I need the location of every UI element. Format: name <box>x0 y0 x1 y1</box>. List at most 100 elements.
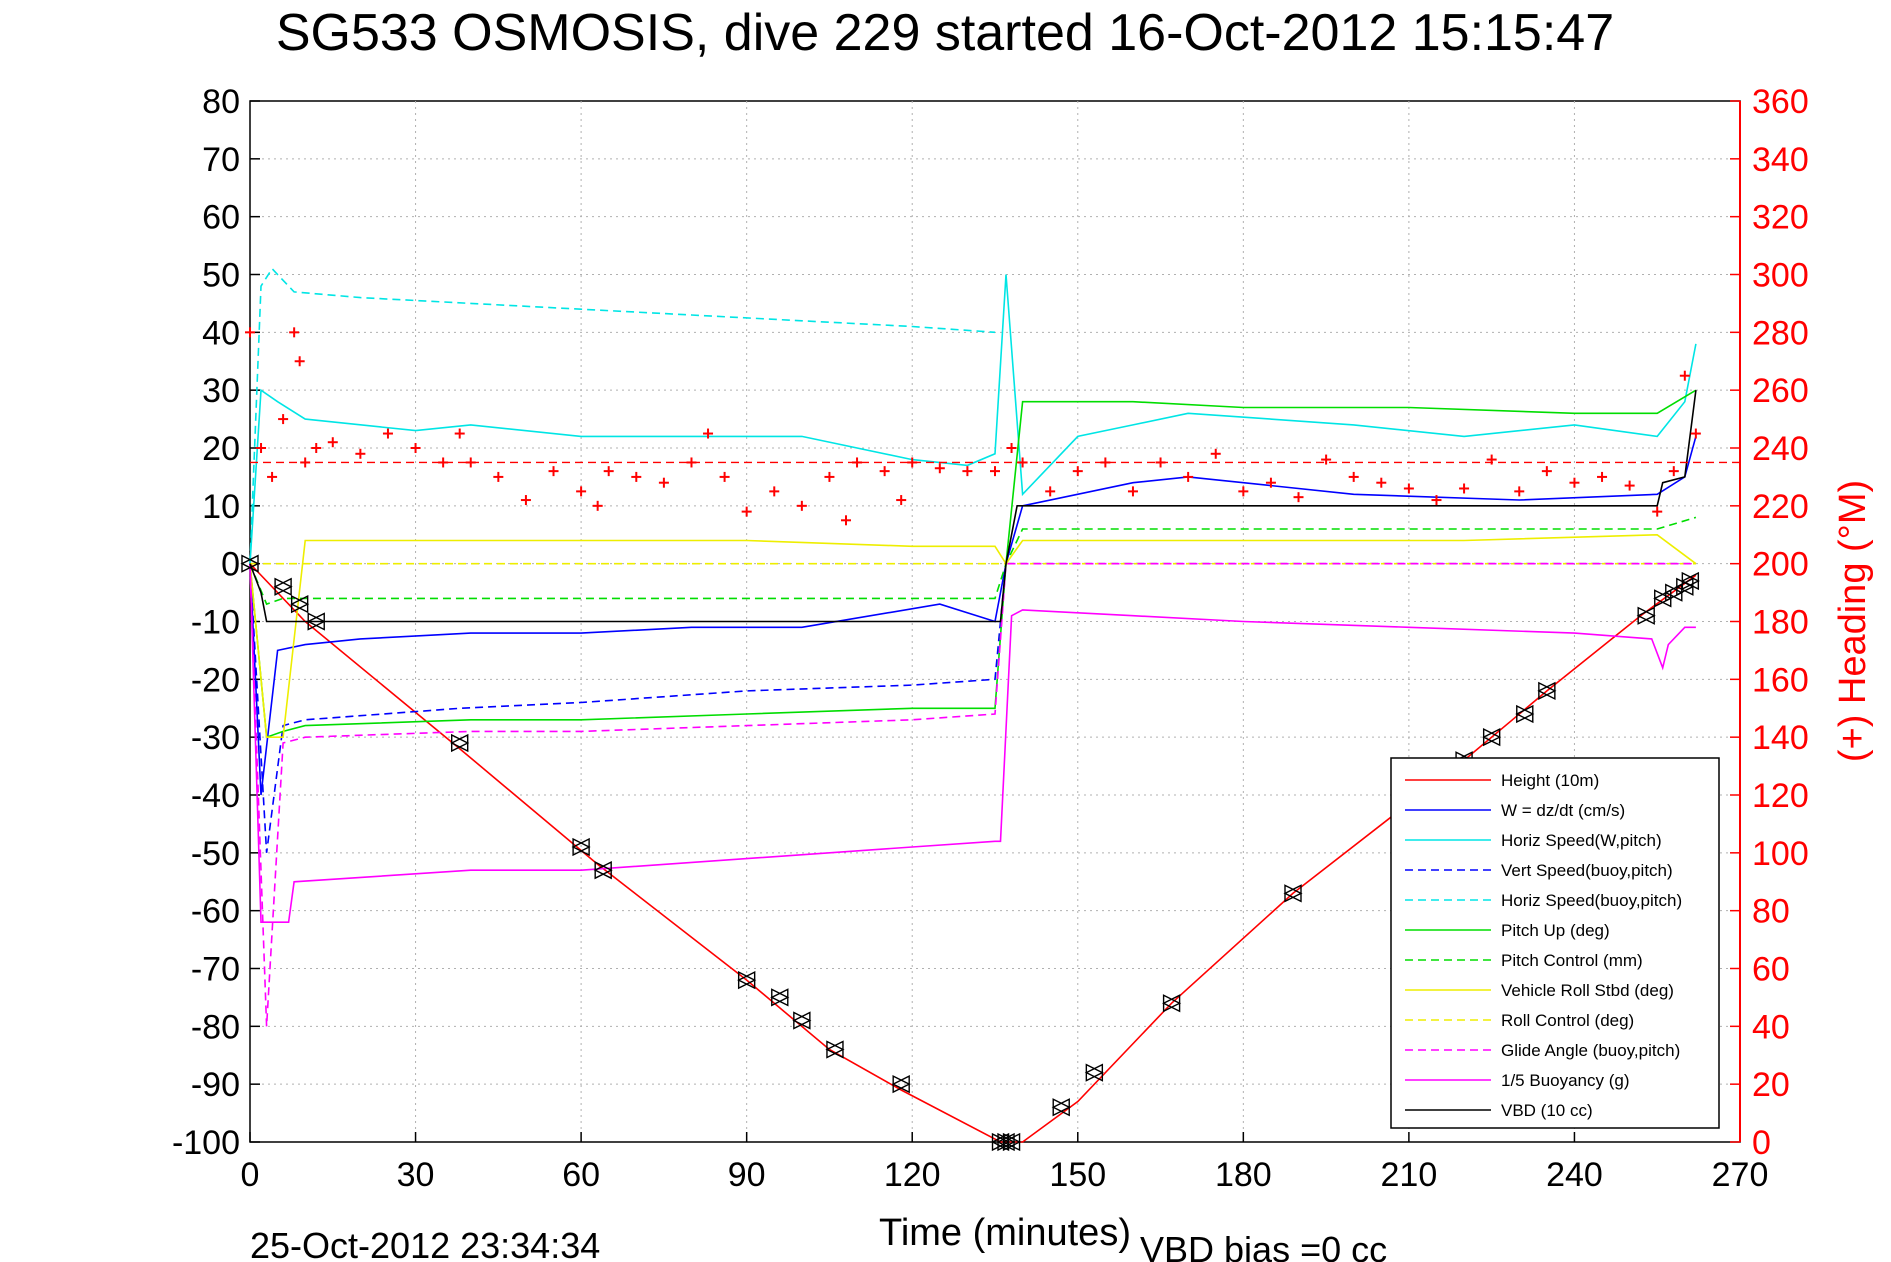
depth-markers <box>240 554 1700 1152</box>
heading-point <box>1045 486 1056 497</box>
y2-tick-label: 260 <box>1752 372 1809 410</box>
series-pitch-control-mm <box>249 516 1697 606</box>
legend-item: Pitch Control (mm) <box>1405 951 1643 970</box>
y-tick-label: 70 <box>202 141 240 179</box>
y-tick-label: -30 <box>191 719 240 757</box>
x-tick-label: 90 <box>728 1156 766 1194</box>
y2-tick-label: 180 <box>1752 604 1809 642</box>
y2-tick-label: 340 <box>1752 141 1809 179</box>
heading-point <box>355 448 366 459</box>
heading-point <box>1514 486 1525 497</box>
y-tick-label: -40 <box>191 777 240 815</box>
heading-point <box>294 356 305 367</box>
heading-point <box>1569 477 1580 488</box>
y-tick-label: 10 <box>202 488 240 526</box>
heading-point <box>300 457 311 468</box>
legend-label: Vehicle Roll Stbd (deg) <box>1501 981 1674 1000</box>
y2-tick-label: 80 <box>1752 893 1790 931</box>
y-tick-label: -50 <box>191 835 240 873</box>
depth-marker <box>1482 728 1502 747</box>
depth-marker <box>1162 994 1182 1013</box>
legend-label: W = dz/dt (cm/s) <box>1501 801 1625 820</box>
heading-point <box>1017 457 1028 468</box>
y2-tick-label: 360 <box>1752 83 1809 121</box>
heading-point <box>719 471 730 482</box>
y2-tick-label: 240 <box>1752 430 1809 468</box>
heading-point <box>1376 477 1387 488</box>
heading-point <box>1668 466 1679 477</box>
depth-marker <box>1084 1063 1104 1082</box>
y2-tick-label: 60 <box>1752 951 1790 989</box>
x-tick-label: 210 <box>1381 1156 1438 1194</box>
heading-point <box>907 457 918 468</box>
y-tick-label: 80 <box>202 83 240 121</box>
series-pitch-up-deg <box>249 389 1697 739</box>
series-vbd-10-cc <box>249 390 1697 623</box>
heading-point <box>769 486 780 497</box>
x-axis-label: Time (minutes) <box>879 1212 1131 1254</box>
legend-label: Glide Angle (buoy,pitch) <box>1501 1041 1680 1060</box>
heading-point <box>1597 471 1608 482</box>
x-tick-label: 180 <box>1215 1156 1272 1194</box>
heading-point <box>1265 477 1276 488</box>
depth-marker <box>792 1011 812 1030</box>
heading-point <box>592 500 603 511</box>
series-w-dz-dt-cm-s <box>249 436 1697 796</box>
heading-point <box>256 443 267 453</box>
heading-point <box>934 463 945 474</box>
depth-marker <box>1283 884 1303 903</box>
legend-label: VBD (10 cc) <box>1501 1101 1593 1120</box>
depth-marker <box>770 988 790 1007</box>
y-axis-right-ticks: 3603403203002802602402202001801601401201… <box>1730 83 1809 1162</box>
depth-marker <box>1001 1132 1022 1152</box>
depth-marker <box>306 612 326 631</box>
heading-point <box>796 500 807 511</box>
heading-point <box>852 457 863 468</box>
y2-tick-label: 220 <box>1752 488 1809 526</box>
heading-point <box>454 428 465 439</box>
y2-tick-label: 160 <box>1752 661 1809 699</box>
y-tick-label: -10 <box>191 604 240 642</box>
x-tick-label: 60 <box>562 1156 600 1194</box>
y2-tick-label: 100 <box>1752 835 1809 873</box>
y2-tick-label: 300 <box>1752 257 1809 295</box>
legend-item: W = dz/dt (cm/s) <box>1405 801 1625 820</box>
legend-item: Pitch Up (deg) <box>1405 921 1610 940</box>
depth-marker <box>1537 681 1557 701</box>
heading-point <box>896 495 907 506</box>
heading-point <box>1652 506 1663 517</box>
series-glide-angle-buoy-pitch <box>249 562 1696 1027</box>
heading-point <box>1690 428 1701 439</box>
heading-point <box>278 414 289 425</box>
heading-point <box>245 327 255 338</box>
heading-point <box>1486 454 1497 465</box>
heading-point <box>493 471 504 482</box>
x-tick-label: 150 <box>1049 1156 1106 1194</box>
heading-point <box>327 437 338 448</box>
heading-point <box>1541 466 1552 477</box>
x-tick-label: 30 <box>397 1156 435 1194</box>
heading-point <box>1321 454 1332 465</box>
depth-marker <box>571 837 591 857</box>
heading-point <box>1238 486 1249 497</box>
chart-title: SG533 OSMOSIS, dive 229 started 16-Oct-2… <box>276 4 1614 62</box>
y-tick-label: 30 <box>202 372 240 410</box>
y-tick-label: -100 <box>172 1124 240 1162</box>
heading-point <box>1072 466 1083 477</box>
x-tick-label: 0 <box>241 1156 260 1194</box>
heading-point <box>311 443 322 453</box>
x-axis-ticks: 0 30 60 90 120 150 180 210 240 270 <box>241 1132 1768 1194</box>
y-tick-label: -70 <box>191 951 240 989</box>
series-horiz-speed-buoy-pitch <box>249 267 996 564</box>
depth-marker <box>996 1132 1016 1152</box>
depth-marker <box>290 595 310 614</box>
heading-point <box>1155 457 1166 468</box>
y2-tick-label: 20 <box>1752 1066 1790 1104</box>
legend: Height (10m) W = dz/dt (cm/s) Horiz Speed(… <box>1390 757 1720 1129</box>
heading-point <box>410 443 421 453</box>
heading-series <box>245 327 1701 526</box>
legend-label: Pitch Control (mm) <box>1501 951 1643 970</box>
y2-tick-label: 280 <box>1752 314 1809 352</box>
legend-item: Horiz Speed(W,pitch) <box>1405 831 1662 850</box>
